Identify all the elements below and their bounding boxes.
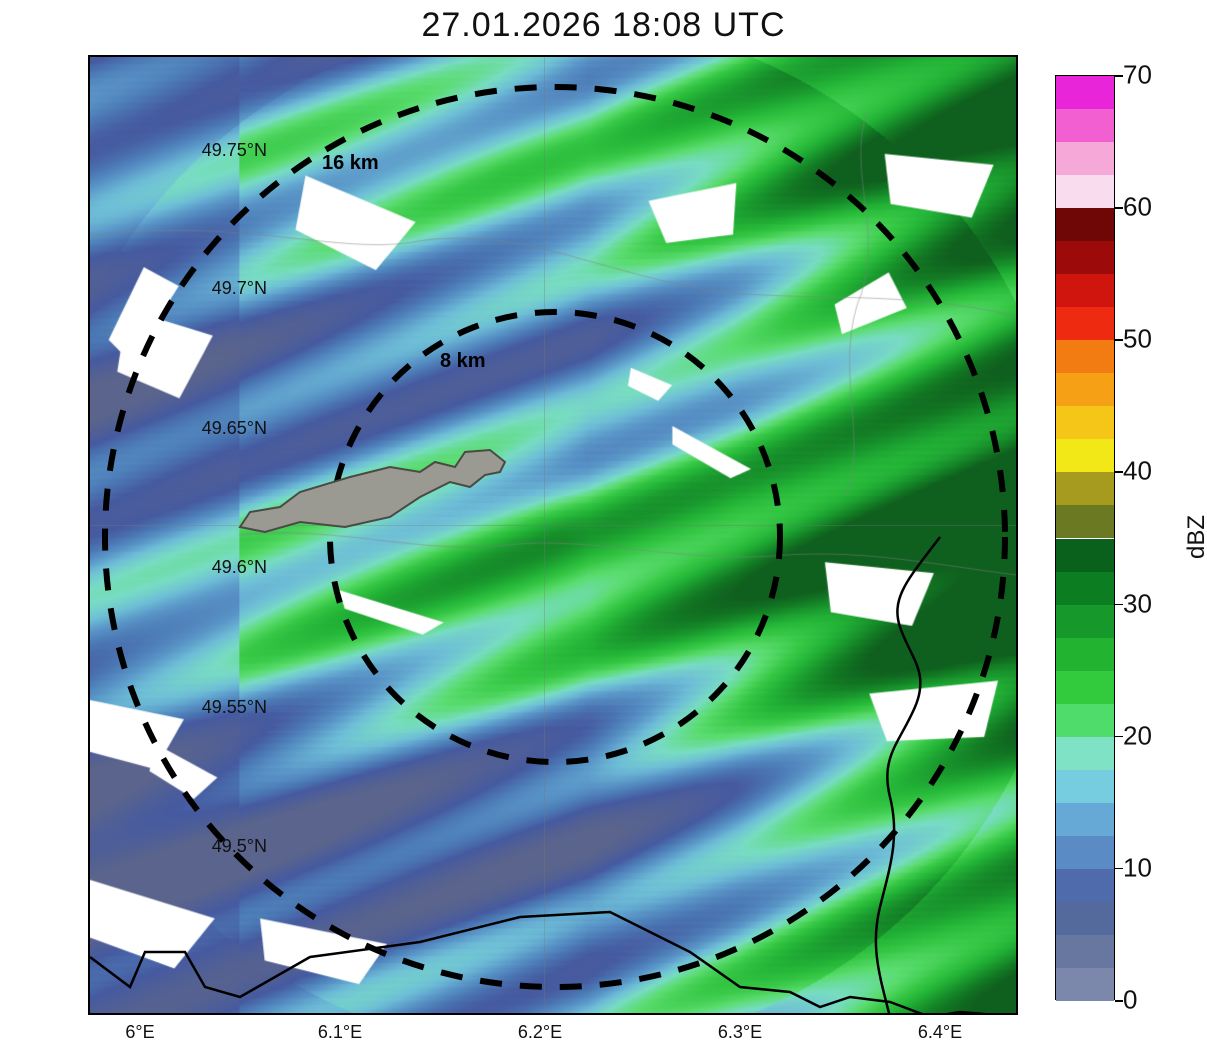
colorbar-gradient — [1055, 75, 1115, 1000]
xtick-label-0: 6°E — [100, 1022, 180, 1043]
colorbar-tick-mark-40 — [1115, 471, 1123, 473]
colorbar-tick-label-0: 0 — [1123, 985, 1137, 1016]
colorbar-tick-mark-30 — [1115, 604, 1123, 606]
xtick-label-3: 6.3°E — [700, 1022, 780, 1043]
colorbar-tick-mark-60 — [1115, 207, 1123, 209]
colorbar-container: 0 10 20 30 40 50 60 70 dBZ — [1055, 75, 1115, 1000]
colorbar-tick-label-40: 40 — [1123, 456, 1152, 487]
ytick-label-5: 49.5°N — [137, 836, 267, 857]
ytick-label-2: 49.65°N — [137, 418, 267, 439]
lake-svg — [90, 57, 1018, 1015]
colorbar-tick-mark-70 — [1115, 75, 1123, 77]
colorbar-tick-label-30: 30 — [1123, 588, 1152, 619]
colorbar-tick-label-60: 60 — [1123, 192, 1152, 223]
ytick-label-0: 49.75°N — [137, 140, 267, 161]
colorbar-tick-mark-10 — [1115, 868, 1123, 870]
ring-label-8km: 8 km — [440, 350, 486, 373]
colorbar-title: dBZ — [1183, 515, 1207, 559]
colorbar-tick-label-70: 70 — [1123, 60, 1152, 91]
ring-label-16km: 16 km — [322, 152, 379, 175]
colorbar-tick-mark-0 — [1115, 1000, 1123, 1002]
colorbar-tick-label-50: 50 — [1123, 324, 1152, 355]
page-title: 27.01.2026 18:08 UTC — [0, 6, 1207, 45]
xtick-label-4: 6.4°E — [900, 1022, 980, 1043]
ytick-label-3: 49.6°N — [137, 557, 267, 578]
lake-polygon — [240, 450, 505, 532]
colorbar-tick-mark-50 — [1115, 339, 1123, 341]
xtick-label-1: 6.1°E — [300, 1022, 380, 1043]
ytick-label-4: 49.55°N — [137, 697, 267, 718]
colorbar-tick-mark-20 — [1115, 736, 1123, 738]
radar-map-app: 27.01.2026 18:08 UTC 16 km 8 km 49.75°N … — [0, 0, 1207, 1064]
ytick-label-1: 49.7°N — [137, 278, 267, 299]
xtick-label-2: 6.2°E — [500, 1022, 580, 1043]
colorbar-tick-label-10: 10 — [1123, 852, 1152, 883]
radar-plot-area: 16 km 8 km — [88, 55, 1018, 1015]
colorbar-tick-label-20: 20 — [1123, 720, 1152, 751]
